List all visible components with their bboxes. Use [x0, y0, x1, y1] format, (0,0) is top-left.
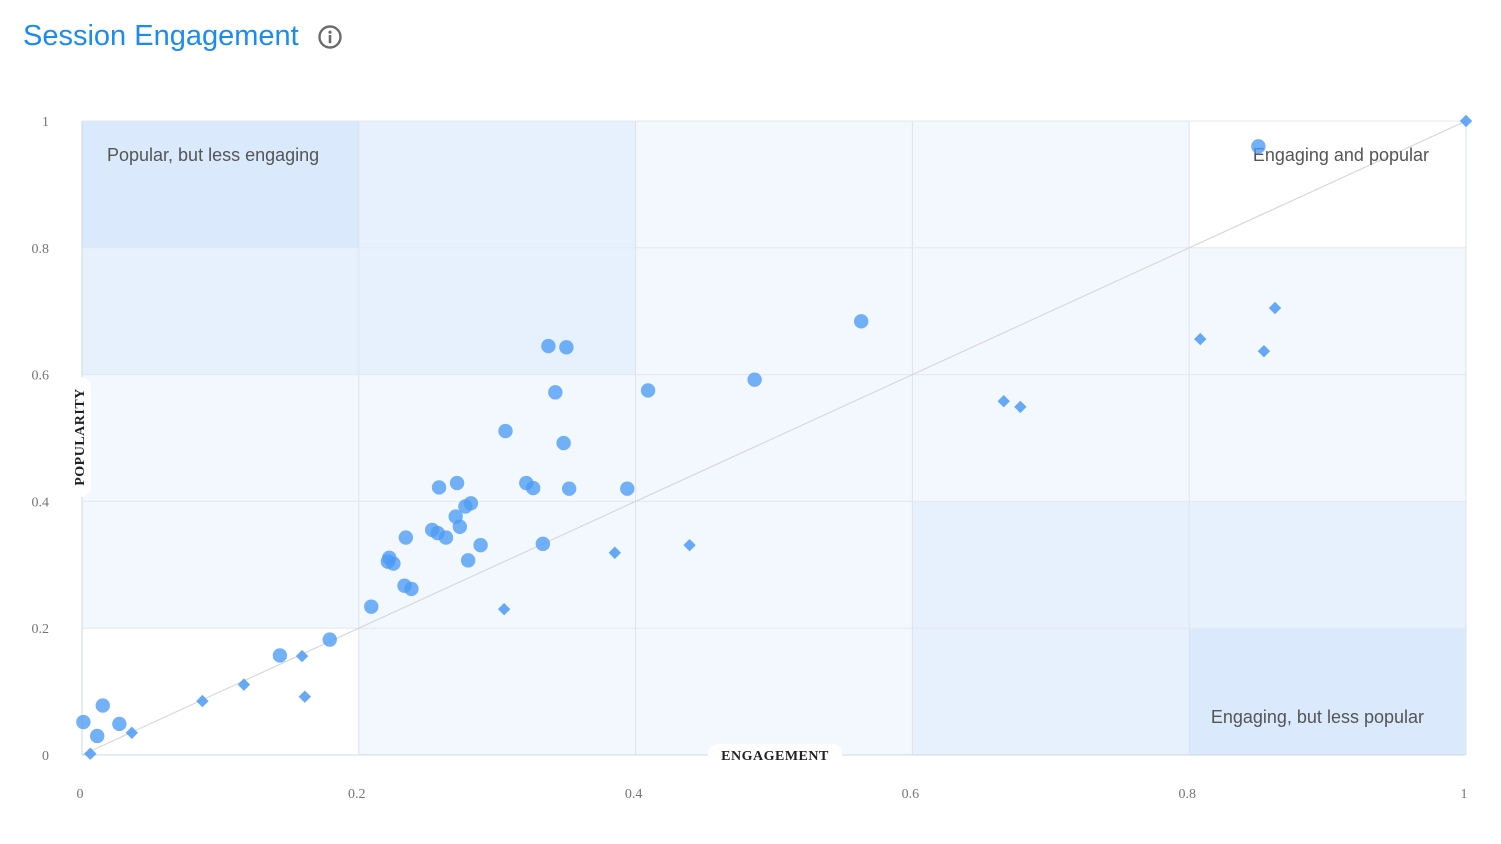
x-tick-label: 0.8 — [1178, 787, 1196, 802]
data-point-diamond[interactable] — [997, 395, 1010, 408]
data-point-diamond[interactable] — [1268, 301, 1282, 315]
data-point-diamond[interactable] — [295, 649, 309, 663]
data-point-diamond[interactable] — [84, 747, 97, 760]
data-point-diamond[interactable] — [125, 726, 139, 740]
chart-header: Session Engagement — [23, 20, 343, 53]
quadrant-cell — [912, 628, 1190, 755]
quadrant-label-bottom-right: Engaging, but less popular — [1211, 707, 1424, 727]
quadrant-cell — [912, 121, 1190, 248]
data-point-circle[interactable] — [473, 537, 488, 553]
y-tick-label: 1 — [42, 115, 49, 130]
data-point-circle[interactable] — [438, 530, 454, 545]
data-point-circle[interactable] — [404, 581, 419, 597]
quadrant-background — [82, 121, 1466, 755]
quadrant-cell — [1189, 374, 1466, 502]
quadrant-cell — [82, 501, 359, 629]
quadrant-cell — [82, 247, 359, 375]
data-point-circle[interactable] — [620, 481, 635, 496]
info-circle-icon[interactable] — [317, 24, 343, 50]
data-point-circle[interactable] — [90, 728, 105, 744]
data-point-diamond[interactable] — [1014, 400, 1027, 414]
data-point-circle[interactable] — [449, 475, 465, 491]
quadrant-cell — [358, 121, 636, 248]
y-tick-label: 0.4 — [32, 495, 50, 510]
data-point-circle[interactable] — [364, 599, 379, 614]
quadrant-label-top-right: Engaging and popular — [1253, 145, 1429, 165]
data-point-circle[interactable] — [272, 648, 288, 663]
data-point-circle[interactable] — [853, 314, 869, 329]
quadrant-cell — [635, 628, 913, 755]
x-axis-title: ENGAGEMENT — [721, 749, 829, 764]
quadrant-cell — [1189, 501, 1466, 629]
data-point-circle[interactable] — [559, 340, 574, 355]
axis-ticks: 0 0.2 0.4 0.6 0.8 1 0 0.2 0.4 0.6 0.8 1 — [32, 115, 1468, 802]
quadrant-cell — [1189, 247, 1466, 375]
data-point-circle[interactable] — [95, 698, 110, 713]
data-point-circle[interactable] — [640, 383, 656, 398]
data-point-circle[interactable] — [498, 423, 513, 439]
y-tick-label: 0 — [42, 749, 49, 764]
data-point-circle[interactable] — [76, 714, 91, 730]
data-point-circle[interactable] — [386, 556, 401, 571]
quadrant-cell — [358, 247, 636, 375]
quadrant-cell — [635, 121, 913, 248]
data-point-circle[interactable] — [541, 338, 556, 354]
data-point-circle[interactable] — [556, 435, 571, 451]
quadrant-labels: Popular, but less engaging Engaging and … — [107, 145, 1429, 727]
quadrant-cell — [635, 501, 913, 629]
quadrant-cell — [358, 628, 636, 755]
data-point-diamond[interactable] — [497, 602, 511, 616]
y-tick-label: 0.8 — [32, 242, 50, 257]
data-point-circle[interactable] — [1251, 139, 1266, 154]
data-point-circle[interactable] — [548, 385, 563, 400]
data-point-circle[interactable] — [463, 496, 479, 511]
x-tick-label: 0.6 — [902, 787, 920, 802]
y-tick-label: 0.6 — [32, 369, 50, 384]
data-point-circle[interactable] — [398, 530, 414, 545]
quadrant-cell — [82, 374, 359, 502]
chart-title: Session Engagement — [23, 20, 299, 52]
y-tick-label: 0.2 — [32, 622, 50, 637]
quadrant-cell — [912, 501, 1190, 629]
data-point-diamond[interactable] — [683, 538, 696, 552]
data-point-diamond[interactable] — [1194, 332, 1207, 346]
data-point-circle[interactable] — [525, 480, 541, 496]
data-point-circle[interactable] — [747, 372, 762, 387]
quadrant-cell — [358, 374, 636, 502]
data-point-diamond[interactable] — [237, 678, 251, 691]
x-tick-label: 0.4 — [625, 787, 643, 802]
quadrant-label-top-left: Popular, but less engaging — [107, 145, 319, 165]
x-tick-label: 1 — [1461, 787, 1468, 802]
data-point-diamond[interactable] — [1459, 114, 1473, 128]
y-axis-title-bg — [67, 377, 91, 497]
x-axis-title-bg — [708, 744, 842, 766]
x-tick-label: 0.2 — [348, 787, 366, 802]
quadrant-cell — [82, 121, 359, 248]
data-point-circle[interactable] — [535, 536, 551, 552]
data-point-circle[interactable] — [322, 632, 337, 647]
data-point-circle[interactable] — [431, 480, 447, 495]
data-point-circle[interactable] — [460, 553, 476, 568]
data-point-circle[interactable] — [561, 481, 577, 496]
quadrant-cell — [635, 247, 913, 375]
data-point-diamond[interactable] — [608, 546, 622, 559]
reference-diagonal — [81, 120, 1467, 756]
data-point-circle[interactable] — [112, 716, 127, 732]
data-point-circle[interactable] — [452, 519, 468, 534]
data-points — [76, 114, 1473, 760]
y-axis-title: POPULARITY — [73, 388, 88, 486]
data-point-diamond[interactable] — [196, 694, 209, 708]
data-point-diamond[interactable] — [1257, 344, 1271, 358]
quadrant-cell — [1189, 628, 1466, 755]
x-tick-label: 0 — [77, 787, 84, 802]
quadrant-cell — [912, 374, 1190, 502]
data-point-diamond[interactable] — [298, 690, 312, 703]
